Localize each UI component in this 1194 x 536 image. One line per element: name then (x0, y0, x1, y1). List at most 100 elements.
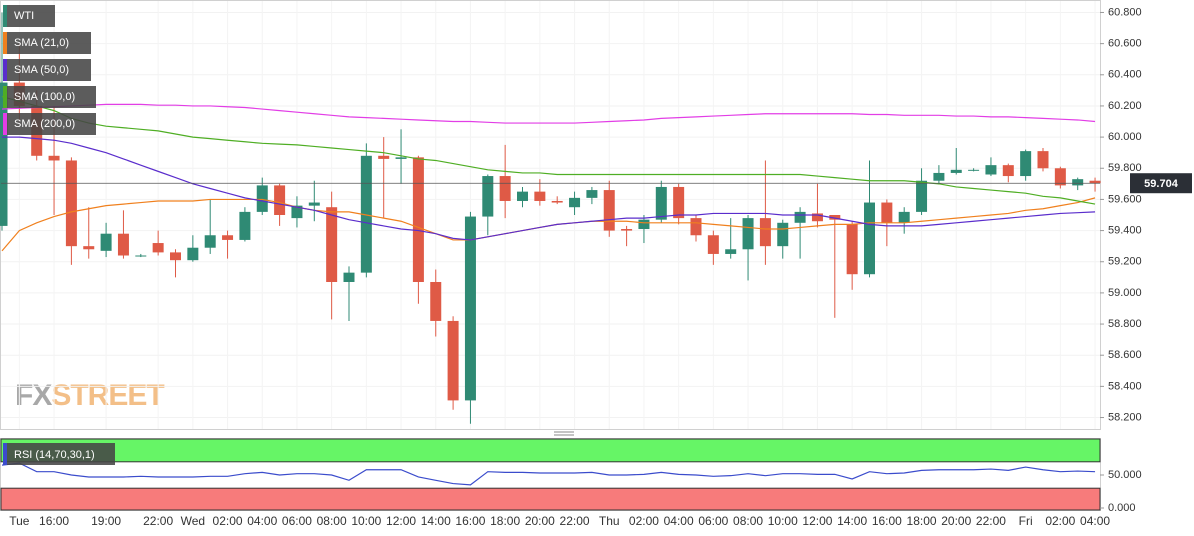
x-tick-label: 20:00 (525, 514, 555, 528)
y-tick-label: 58.200 (1108, 411, 1142, 423)
candle-body (100, 233, 112, 251)
candle (135, 253, 147, 258)
candle (447, 316, 459, 410)
y-tick-label: 60.600 (1108, 38, 1142, 50)
x-tick-label: Tue (9, 514, 30, 528)
legend-box (3, 113, 96, 135)
candle-body (308, 202, 320, 206)
candle-body (135, 255, 147, 257)
legend-swatch (3, 86, 7, 108)
candle-body (898, 211, 910, 223)
legend-swatch (3, 443, 7, 465)
candle (430, 269, 442, 337)
candle (829, 215, 841, 318)
candle (152, 230, 164, 256)
x-tick-label: 08:00 (317, 514, 347, 528)
candle-body (794, 211, 806, 223)
legend-swatch (3, 5, 7, 27)
candle (187, 235, 199, 262)
candle-body (551, 200, 563, 203)
legend-box (3, 5, 55, 27)
legend-box (3, 59, 91, 81)
candle-body (187, 247, 199, 261)
sma-line (2, 136, 1096, 241)
x-tick-label: 19:00 (91, 514, 121, 528)
legend-label: SMA (50,0) (14, 64, 69, 76)
candle-body (638, 219, 650, 230)
candle (950, 148, 962, 175)
x-tick-label: 18:00 (907, 514, 937, 528)
candle (864, 160, 875, 278)
candle (707, 230, 719, 265)
sma-line (1, 96, 1096, 205)
x-tick-label: 02:00 (1045, 514, 1075, 528)
candle (1054, 166, 1066, 189)
candle-body (707, 235, 719, 254)
candle (222, 230, 234, 259)
candle-body (968, 169, 980, 171)
panel-resize-grip[interactable] (554, 431, 574, 436)
x-tick-label: 08:00 (733, 514, 763, 528)
legend-label: SMA (100,0) (14, 91, 75, 103)
candle (412, 155, 424, 304)
candle-body (343, 272, 355, 282)
candle (274, 183, 286, 226)
y-tick-label: 0.000 (1108, 502, 1136, 514)
legend-box (3, 443, 115, 465)
legend-item: SMA (50,0) (3, 59, 91, 81)
candle (291, 196, 303, 228)
x-tick-label: Thu (599, 514, 620, 528)
candle (690, 215, 702, 242)
overbought-zone (0, 438, 1101, 463)
y-tick-label: 50.000 (1108, 469, 1142, 481)
x-tick-label: 12:00 (802, 514, 832, 528)
candle-body (864, 202, 875, 275)
candle (569, 191, 581, 215)
y-tick-label: 59.000 (1108, 287, 1142, 299)
watermark: FXSTREET (15, 379, 164, 412)
candle (586, 186, 598, 205)
candle-body (1037, 151, 1049, 169)
x-tick-label: 06:00 (698, 514, 728, 528)
candle-body (222, 235, 234, 240)
candle (638, 215, 650, 244)
y-tick-label: 60.200 (1108, 100, 1142, 112)
candle-body (846, 224, 858, 275)
x-tick-label: 02:00 (213, 514, 243, 528)
candle (811, 183, 823, 228)
legend-item: RSI (14,70,30,1) (3, 443, 115, 465)
y-tick-label: 59.600 (1108, 193, 1142, 205)
candle-body (950, 169, 962, 173)
x-tick-label: 14:00 (837, 514, 867, 528)
candle-body (256, 185, 268, 212)
candle-body (569, 197, 581, 208)
candle (0, 12, 8, 231)
candle (204, 199, 216, 254)
candle (759, 160, 771, 265)
candle-body (152, 243, 164, 253)
x-tick-label: 16:00 (455, 514, 485, 528)
x-tick-label: 16:00 (872, 514, 902, 528)
candle (482, 174, 494, 236)
candle-body (204, 235, 216, 248)
candle-body (412, 157, 424, 282)
watermark-fx: FX (15, 379, 52, 412)
candle (603, 180, 615, 237)
candle-body (690, 218, 702, 236)
candle-body (621, 229, 633, 231)
candle (65, 157, 77, 265)
candle (898, 207, 910, 234)
legend-label: WTI (14, 10, 34, 22)
legend-box (3, 86, 96, 108)
candle (256, 177, 268, 215)
candle-body (274, 185, 286, 215)
candle-body (117, 233, 129, 256)
candle-body (360, 155, 372, 273)
y-tick-label: 60.400 (1108, 69, 1142, 81)
x-tick-label: 20:00 (941, 514, 971, 528)
candle-body (482, 176, 494, 217)
candle-body (1002, 165, 1014, 177)
legend-box (3, 32, 91, 54)
candle-body (1054, 168, 1066, 186)
